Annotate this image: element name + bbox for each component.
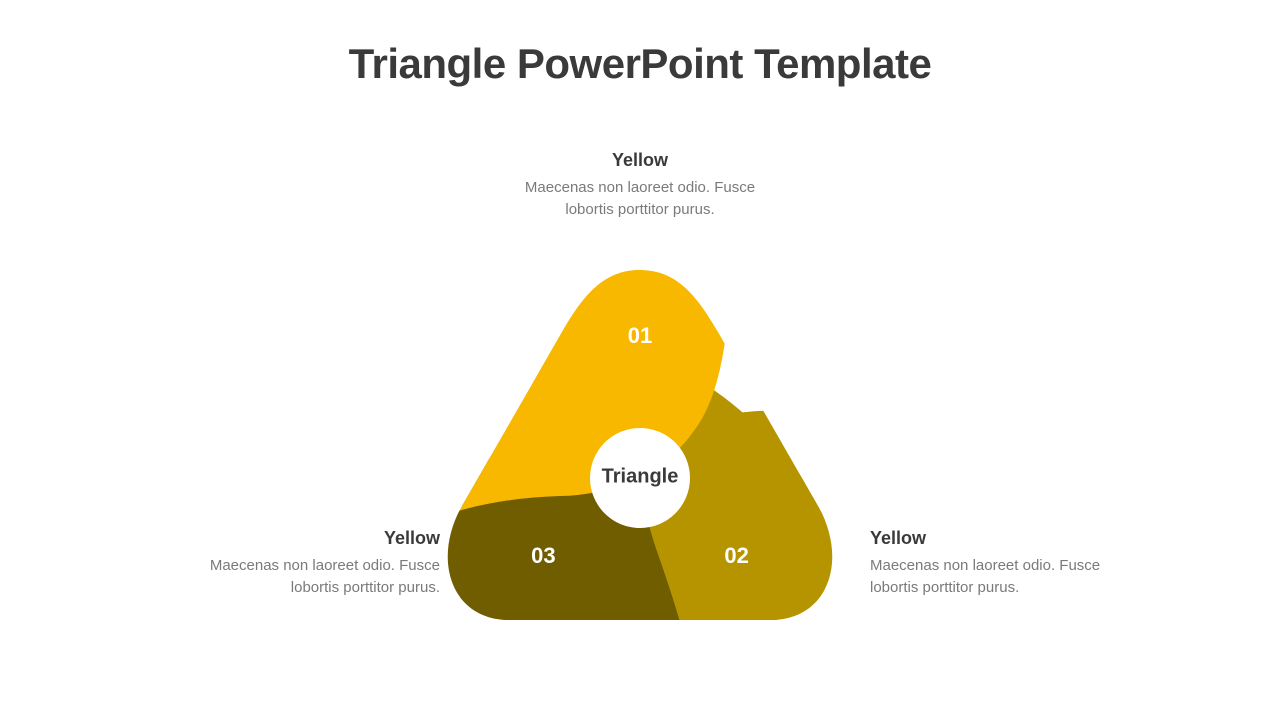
page-title: Triangle PowerPoint Template	[0, 40, 1280, 88]
callout-body: Maecenas non laoreet odio. Fusce loborti…	[870, 555, 1110, 599]
triangle-svg	[430, 260, 850, 640]
callout-02: Yellow Maecenas non laoreet odio. Fusce …	[870, 528, 1110, 599]
callout-heading: Yellow	[520, 150, 760, 171]
callout-heading: Yellow	[200, 528, 440, 549]
callout-01: Yellow Maecenas non laoreet odio. Fusce …	[520, 150, 760, 221]
callout-03: Yellow Maecenas non laoreet odio. Fusce …	[200, 528, 440, 599]
center-hole	[590, 428, 690, 528]
callout-body: Maecenas non laoreet odio. Fusce loborti…	[200, 555, 440, 599]
callout-body: Maecenas non laoreet odio. Fusce loborti…	[520, 177, 760, 221]
callout-heading: Yellow	[870, 528, 1110, 549]
triangle-diagram: 01 02 03 Triangle	[430, 260, 850, 640]
